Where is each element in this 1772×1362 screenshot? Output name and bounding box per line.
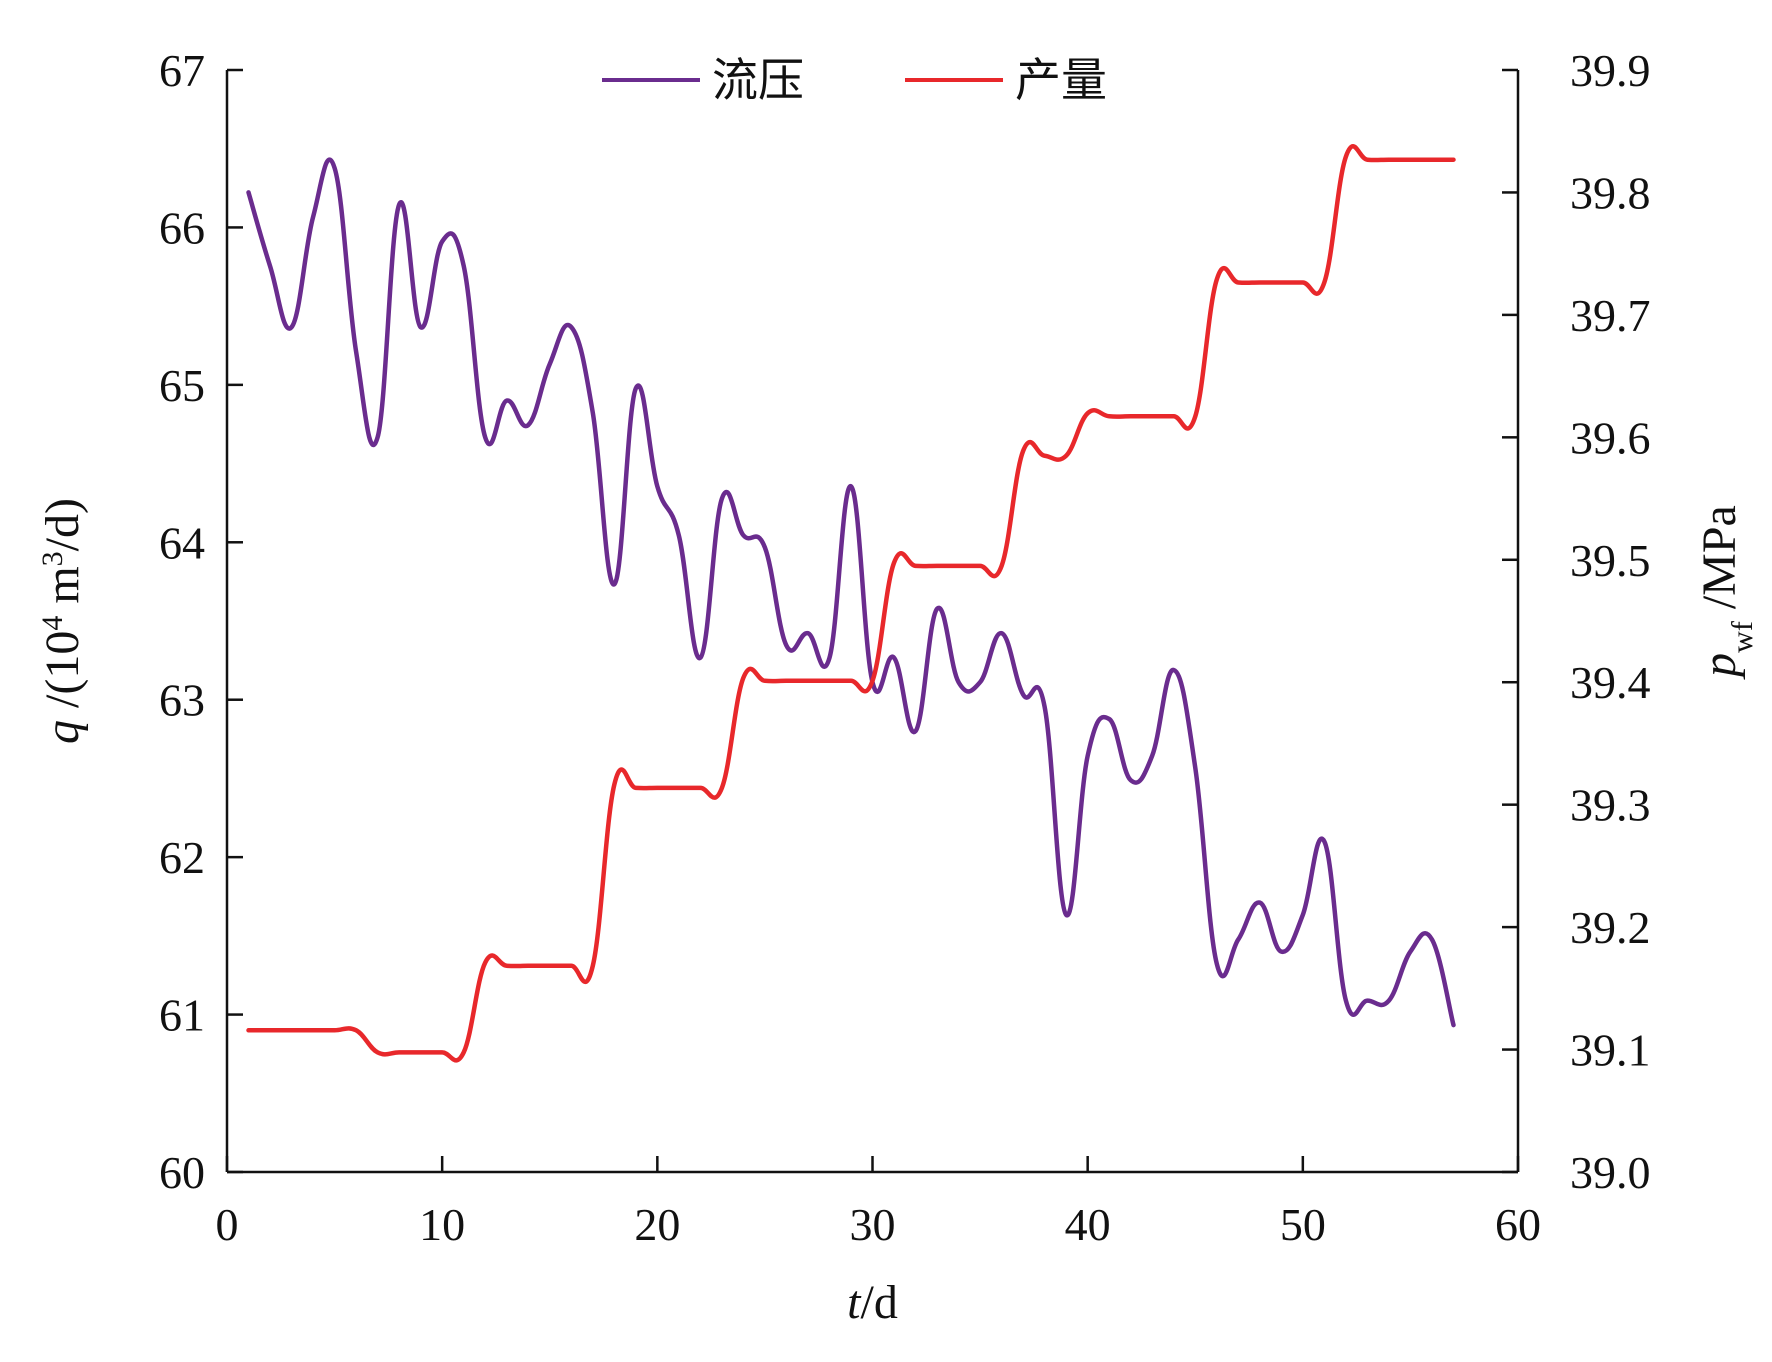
series-line-flow-pressure — [246, 157, 1456, 1028]
right-y-tick-label: 39.6 — [1570, 412, 1651, 463]
left-y-tick-label: 62 — [159, 832, 205, 883]
left-y-axis-title: q /(104 m3/d) — [36, 498, 90, 744]
left-y-axis-mid: m — [36, 566, 89, 615]
x-tick-label: 40 — [1065, 1199, 1111, 1250]
left-y-tick-label: 61 — [159, 990, 205, 1041]
right-y-tick-label: 39.1 — [1570, 1025, 1651, 1076]
right-y-axis-sub: wf — [1726, 621, 1759, 653]
legend: 流压 产量 — [602, 53, 1107, 107]
x-tick-label: 0 — [216, 1199, 239, 1250]
right-y-axis-unit: /MPa — [1693, 505, 1746, 621]
left-y-axis-post: /d) — [36, 498, 89, 551]
left-y-axis-sup1: 4 — [36, 616, 69, 631]
left-y-tick-label: 67 — [159, 45, 205, 96]
right-y-tick-label: 39.0 — [1570, 1147, 1651, 1198]
right-y-axis-var: p — [1693, 653, 1746, 680]
series-line-production — [246, 144, 1456, 1063]
x-tick-label: 60 — [1495, 1199, 1541, 1250]
legend-label-flow-pressure: 流压 — [712, 53, 804, 107]
series-layer — [246, 144, 1456, 1063]
x-ticks: 0 10 20 30 40 50 60 — [216, 1156, 1541, 1250]
right-y-tick-label: 39.9 — [1570, 45, 1651, 96]
left-y-axis-pre: /(10 — [36, 631, 89, 720]
left-y-tick-label: 66 — [159, 202, 205, 253]
x-tick-label: 10 — [419, 1199, 465, 1250]
right-y-tick-label: 39.3 — [1570, 780, 1651, 831]
right-y-tick-label: 39.8 — [1570, 167, 1651, 218]
right-y-axis-title: pwf /MPa — [1693, 505, 1759, 680]
right-y-tick-label: 39.2 — [1570, 902, 1651, 953]
left-y-tick-label: 60 — [159, 1147, 205, 1198]
left-y-tick-label: 64 — [159, 517, 205, 568]
x-tick-label: 50 — [1280, 1199, 1326, 1250]
right-y-tick-label: 39.4 — [1570, 657, 1651, 708]
x-axis-title: t/d — [847, 1276, 898, 1329]
legend-label-production: 产量 — [1015, 53, 1107, 107]
left-y-axis-sup2: 3 — [36, 551, 69, 566]
left-y-tick-label: 63 — [159, 675, 205, 726]
right-y-tick-label: 39.5 — [1570, 535, 1651, 586]
left-y-tick-label: 65 — [159, 360, 205, 411]
x-axis-var: t — [847, 1276, 862, 1329]
right-y-tick-label: 39.7 — [1570, 290, 1651, 341]
left-y-axis-var: q — [36, 720, 89, 744]
x-tick-label: 20 — [634, 1199, 680, 1250]
right-y-ticks: 39.0 39.1 39.2 39.3 39.4 39.5 39.6 39.7 39.8 39.9 — [1502, 45, 1651, 1198]
left-y-ticks: 60 61 62 63 64 65 66 67 — [159, 45, 243, 1198]
x-axis-unit: /d — [861, 1276, 898, 1329]
x-tick-label: 30 — [850, 1199, 896, 1250]
